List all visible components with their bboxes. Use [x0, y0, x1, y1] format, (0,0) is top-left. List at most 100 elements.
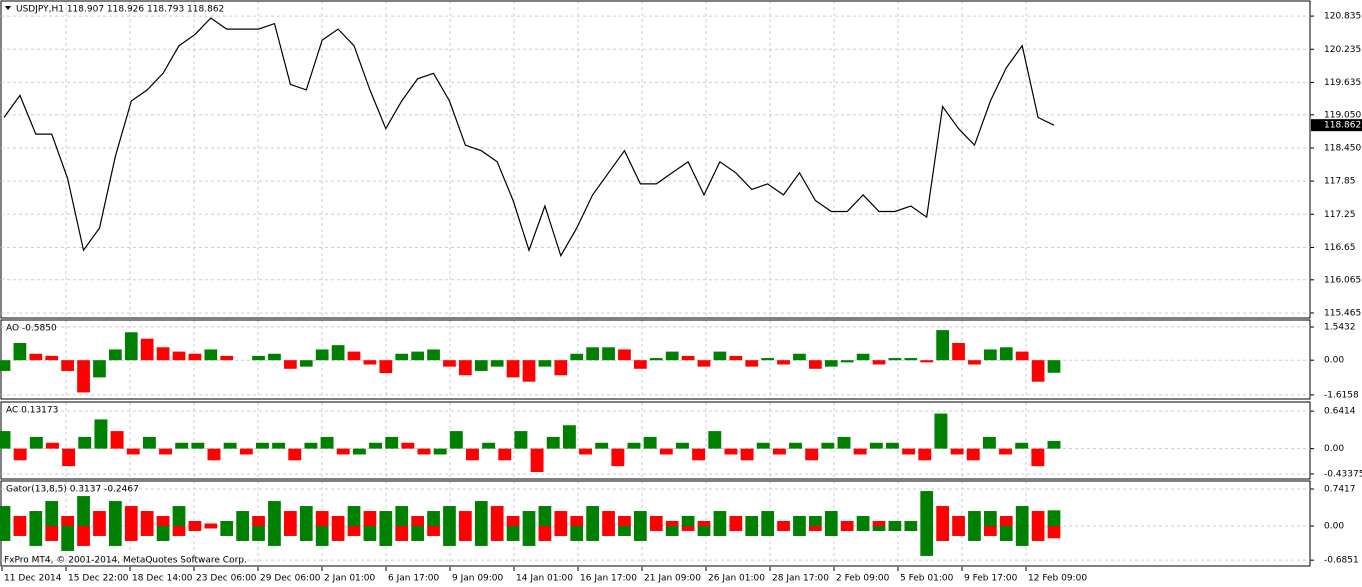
histogram-bar [77, 496, 90, 526]
histogram-bar [697, 521, 711, 526]
x-tick-label: 16 Jan 17:00 [580, 574, 637, 584]
histogram-bar [304, 442, 318, 449]
histogram-bar [952, 343, 965, 361]
histogram-bar [968, 360, 981, 365]
x-tick-label: 14 Jan 01:00 [516, 574, 573, 584]
histogram-bar [602, 511, 615, 526]
histogram-bar [94, 419, 108, 449]
histogram-bar [459, 525, 472, 541]
histogram-bar [904, 521, 918, 526]
histogram-bar [761, 511, 774, 526]
histogram-bar [61, 516, 74, 526]
histogram-bar [522, 525, 536, 546]
histogram-bar [611, 448, 625, 467]
histogram-bar [363, 525, 377, 541]
histogram-bar [824, 525, 838, 536]
histogram-bar [191, 442, 205, 449]
histogram-bar [288, 448, 302, 461]
histogram-bar [805, 448, 819, 461]
histogram-bar [93, 360, 106, 378]
x-tick-label: 6 Jan 17:00 [388, 574, 440, 584]
histogram-bar [459, 511, 472, 526]
x-tick-label: 23 Dec 06:00 [196, 574, 257, 584]
histogram-bar [936, 330, 949, 361]
histogram-bar [538, 360, 552, 367]
histogram-bar [904, 358, 918, 361]
histogram-bar [29, 436, 43, 449]
histogram-bar [268, 501, 281, 526]
histogram-bar [579, 448, 592, 455]
histogram-bar [586, 525, 599, 541]
histogram-bar [299, 360, 313, 367]
histogram-bar [45, 501, 59, 526]
histogram-bar [538, 506, 552, 526]
histogram-bar [77, 360, 90, 393]
histogram-bar [902, 448, 916, 455]
histogram-bar [777, 360, 790, 365]
histogram-bar [427, 349, 440, 361]
histogram-bar [188, 353, 202, 361]
histogram-bar [745, 360, 759, 367]
histogram-bar [411, 516, 424, 526]
histogram-bar [299, 525, 313, 541]
y-tick-label: 1.5432 [1324, 323, 1356, 333]
histogram-bar [872, 360, 886, 365]
histogram-bar [352, 448, 366, 455]
last-price: 118.862 [1324, 121, 1361, 131]
histogram-bar [936, 525, 949, 541]
histogram-bar [697, 360, 711, 367]
histogram-bar [252, 355, 265, 361]
histogram-bar [347, 351, 361, 361]
histogram-bar [443, 506, 456, 526]
histogram-bar [156, 525, 170, 541]
histogram-bar [347, 525, 361, 536]
histogram-bar [331, 516, 345, 526]
histogram-bar [204, 349, 218, 361]
histogram-bar [809, 360, 822, 369]
histogram-bar [62, 448, 76, 467]
histogram-bar [554, 525, 568, 536]
histogram-bar [793, 516, 806, 526]
histogram-bar [692, 448, 706, 461]
histogram-bar [1031, 511, 1045, 526]
histogram-bar [427, 525, 440, 536]
histogram-bar [159, 448, 172, 455]
histogram-bar [729, 355, 743, 361]
histogram-bar [1031, 360, 1045, 382]
histogram-bar [45, 525, 59, 541]
histogram-bar [490, 360, 504, 367]
histogram-bar [498, 448, 512, 461]
histogram-bar [982, 436, 996, 449]
x-tick-label: 9 Jan 09:00 [452, 574, 504, 584]
histogram-bar [756, 442, 770, 449]
histogram-bar [602, 525, 615, 536]
histogram-bar [649, 516, 663, 526]
histogram-bar [837, 436, 851, 449]
last-price-box [1311, 119, 1362, 132]
histogram-bar [659, 448, 673, 455]
histogram-bar [952, 525, 965, 536]
histogram-bar [522, 360, 536, 382]
histogram-bar [13, 448, 27, 461]
histogram-bar [840, 360, 854, 363]
histogram-bar [934, 413, 948, 449]
histogram-bar [268, 525, 281, 546]
histogram-bar [29, 525, 43, 546]
histogram-bar [999, 516, 1013, 526]
histogram-bar [172, 525, 186, 536]
histogram-bar [379, 511, 393, 526]
histogram-bar [220, 525, 234, 536]
histogram-bar [156, 347, 170, 361]
y-tick-label: 117.85 [1324, 177, 1356, 187]
histogram-bar [1047, 440, 1061, 449]
histogram-bar [0, 525, 11, 541]
histogram-bar [618, 349, 631, 361]
histogram-bar [745, 525, 759, 536]
histogram-bar [777, 521, 790, 526]
y-tick-label: 0.00 [1324, 356, 1344, 366]
histogram-bar [443, 525, 456, 546]
histogram-bar [761, 358, 774, 361]
y-tick-label: 116.065 [1324, 275, 1361, 285]
histogram-bar [474, 360, 488, 371]
